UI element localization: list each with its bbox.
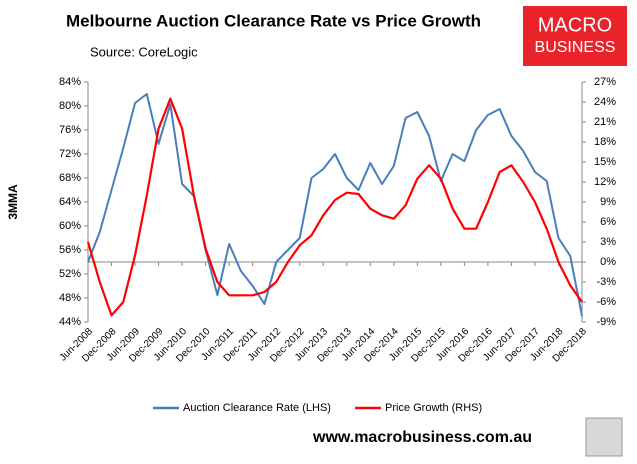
y-tick-label: 60% bbox=[59, 220, 81, 232]
chart-title: Melbourne Auction Clearance Rate vs Pric… bbox=[66, 11, 481, 30]
legend-label: Auction Clearance Rate (LHS) bbox=[183, 402, 331, 414]
logo-text: BUSINESS bbox=[535, 39, 616, 56]
y-axis-label: 3MMA bbox=[6, 184, 20, 220]
y2-tick-label: 3% bbox=[600, 236, 616, 248]
y2-tick-label: -6% bbox=[596, 296, 616, 308]
website: www.macrobusiness.com.au bbox=[312, 429, 532, 446]
y2-tick-label: -3% bbox=[596, 276, 616, 288]
logo-text: MACRO bbox=[538, 14, 612, 36]
series-line bbox=[86, 97, 583, 317]
y2-tick-label: 9% bbox=[600, 196, 616, 208]
y-tick-label: 64% bbox=[59, 196, 81, 208]
y2-tick-label: 15% bbox=[594, 156, 616, 168]
y2-tick-label: 6% bbox=[600, 216, 616, 228]
y2-tick-label: 18% bbox=[594, 136, 616, 148]
y2-tick-label: 0% bbox=[600, 256, 616, 268]
y-tick-label: 76% bbox=[59, 124, 81, 136]
y-tick-label: 80% bbox=[59, 100, 81, 112]
y-tick-label: 56% bbox=[59, 244, 81, 256]
y2-tick-label: 21% bbox=[594, 116, 616, 128]
y2-tick-label: -9% bbox=[596, 316, 616, 328]
y-tick-label: 48% bbox=[59, 292, 81, 304]
series-line bbox=[87, 93, 583, 317]
y-tick-label: 52% bbox=[59, 268, 81, 280]
logo-box bbox=[523, 6, 627, 66]
y-tick-label: 84% bbox=[59, 76, 81, 88]
chart-subtitle: Source: CoreLogic bbox=[90, 44, 198, 59]
y2-tick-label: 27% bbox=[594, 76, 616, 88]
y2-tick-label: 12% bbox=[594, 176, 616, 188]
y-tick-label: 68% bbox=[59, 172, 81, 184]
y-tick-label: 44% bbox=[59, 316, 81, 328]
wolf-image bbox=[585, 417, 623, 457]
legend-label: Price Growth (RHS) bbox=[385, 402, 482, 414]
y-tick-label: 72% bbox=[59, 148, 81, 160]
y2-tick-label: 24% bbox=[594, 96, 616, 108]
